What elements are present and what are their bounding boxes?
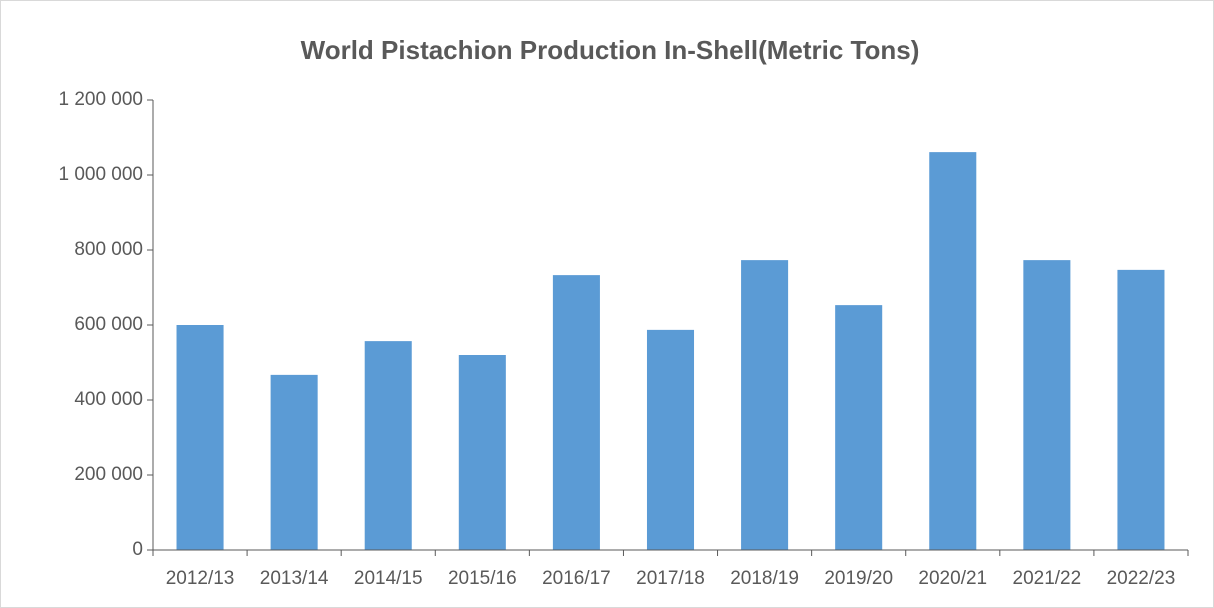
x-tick-label: 2020/21 — [918, 568, 987, 589]
bar — [1117, 269, 1165, 550]
x-tick-label: 2014/15 — [354, 568, 423, 589]
y-tick-label: 400 000 — [74, 389, 143, 410]
bar — [1023, 260, 1071, 550]
bar — [646, 329, 695, 550]
y-tick-label: 200 000 — [74, 464, 143, 485]
bar — [458, 355, 506, 550]
y-tick-label: 800 000 — [74, 239, 143, 260]
bar — [552, 275, 600, 550]
bar — [364, 341, 412, 550]
x-tick-label: 2015/16 — [448, 568, 517, 589]
x-tick-label: 2012/13 — [166, 568, 235, 589]
bar — [176, 325, 224, 550]
bar — [929, 152, 977, 550]
x-tick-label: 2022/23 — [1107, 568, 1176, 589]
chart-title: World Pistachion Production In-Shell(Met… — [301, 35, 920, 65]
x-tick-label: 2016/17 — [542, 568, 611, 589]
x-tick-label: 2017/18 — [636, 568, 705, 589]
bar — [741, 260, 789, 550]
y-tick-label: 1 200 000 — [58, 89, 143, 110]
y-tick-label: 1 000 000 — [58, 164, 143, 185]
y-tick-label: 600 000 — [74, 314, 143, 335]
bar — [270, 374, 318, 550]
x-tick-label: 2021/22 — [1013, 568, 1082, 589]
x-tick-label: 2019/20 — [824, 568, 893, 589]
x-tick-label: 2018/19 — [730, 568, 799, 589]
y-tick-label: 0 — [132, 539, 143, 560]
x-tick-label: 2013/14 — [260, 568, 329, 589]
bar — [835, 305, 883, 550]
